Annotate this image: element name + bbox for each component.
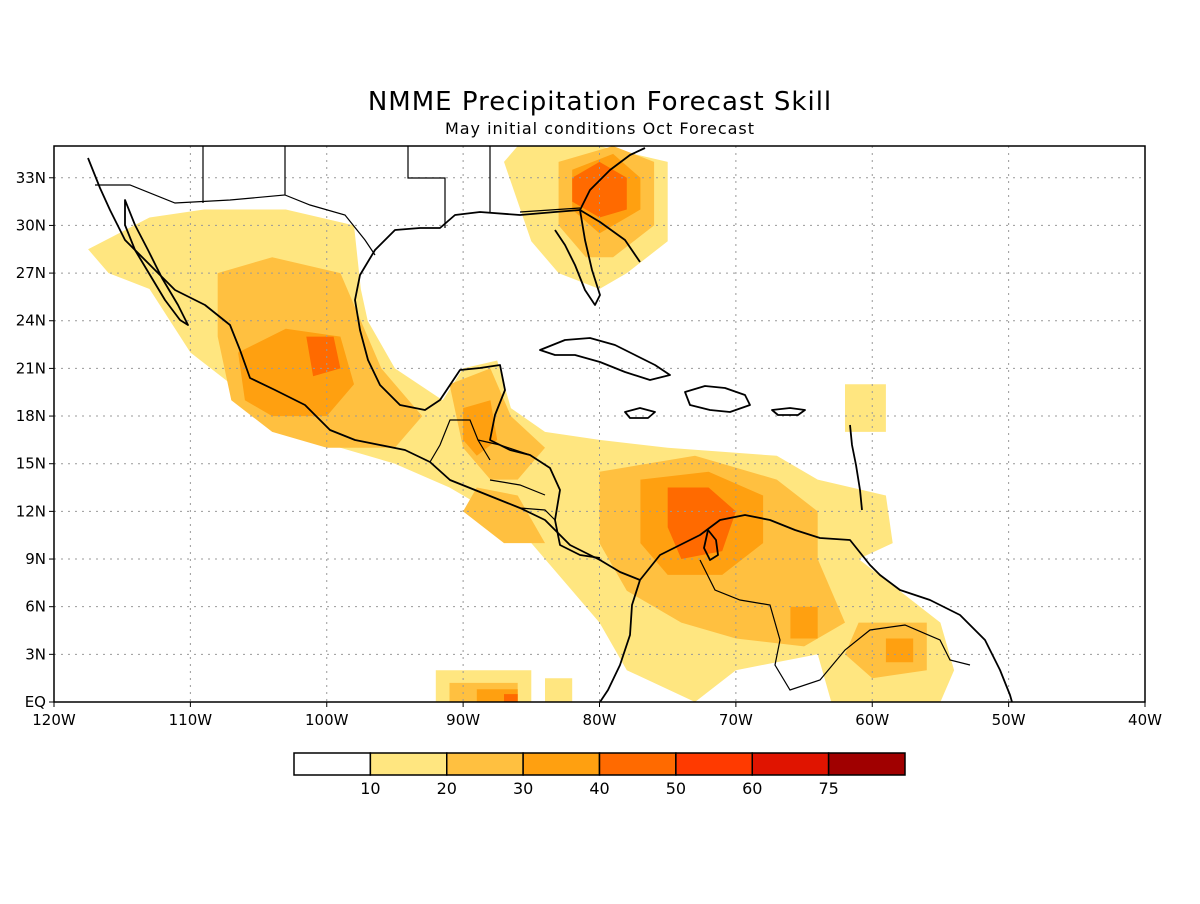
colorbar-swatch (369, 752, 448, 776)
colorbar-label: 20 (437, 779, 457, 798)
x-tick-label: 120W (32, 711, 76, 729)
border-us-states (202, 146, 581, 228)
x-tick-label: 70W (719, 711, 753, 729)
coastline-lesser-antilles (849, 424, 863, 511)
map-subtitle: May initial conditions Oct Forecast (445, 119, 755, 138)
coastline-mexico-pacific (87, 157, 641, 581)
skill-region-level-4 (504, 694, 518, 702)
y-tick-label: 24N (16, 312, 46, 330)
colorbar-swatch (827, 752, 906, 776)
x-tick-label: 40W (1128, 711, 1162, 729)
skill-region-level-4 (306, 336, 341, 377)
x-tick-label: 80W (583, 711, 617, 729)
map-title: NMME Precipitation Forecast Skill (368, 87, 832, 117)
coastline-cuba (539, 337, 671, 381)
coastline-colombia-pacific (599, 579, 641, 702)
axis-labels: 120W 110W 100W 90W 80W 70W 60W 50W 40W EQ 3N 6N 9N 12… (16, 169, 1162, 729)
colorbar-label: 40 (589, 779, 609, 798)
skill-region-level-3 (885, 638, 914, 663)
x-tick-label: 50W (992, 711, 1026, 729)
colorbar-label: 10 (360, 779, 380, 798)
colorbar-label: 60 (742, 779, 762, 798)
colorbar-label: 75 (818, 779, 838, 798)
gridlines (54, 146, 1145, 702)
y-tick-label: 21N (16, 359, 46, 377)
colorbar-swatch (522, 752, 601, 776)
y-tick-label: 33N (16, 169, 46, 187)
coastline-hispaniola (684, 385, 751, 413)
colorbar-swatch (751, 752, 830, 776)
colorbar-label: 50 (666, 779, 686, 798)
coastline-gulf (354, 209, 641, 559)
y-tick-label: 27N (16, 264, 46, 282)
border-central-america (429, 419, 556, 521)
colorbar-legend: 10 20 30 40 50 60 75 (293, 752, 906, 798)
coastline-baja (124, 199, 189, 326)
coastline-us-east (579, 147, 646, 211)
colorbar-swatch (675, 752, 753, 776)
y-tick-label: 6N (25, 598, 46, 616)
y-tick-label: 30N (16, 216, 46, 234)
y-tick-label: 12N (16, 502, 46, 520)
political-borders (95, 146, 971, 691)
skill-region-level-2 (463, 487, 545, 544)
coastline-south-america (639, 514, 1013, 702)
coastline-florida (554, 209, 601, 306)
colorbar-swatch (598, 752, 677, 776)
coastlines (87, 147, 1013, 702)
colorbar-label: 30 (513, 779, 533, 798)
coastline-puerto-rico (771, 407, 806, 416)
x-tick-label: 60W (855, 711, 889, 729)
coastline-jamaica (624, 407, 656, 419)
y-tick-label: 15N (16, 455, 46, 473)
skill-region-level-1 (545, 678, 573, 702)
y-tick-label: 3N (25, 645, 46, 663)
skill-region-level-3 (790, 606, 818, 639)
skill-region-level-1 (845, 384, 886, 432)
y-tick-label: 18N (16, 407, 46, 425)
skill-region-level-4 (667, 487, 736, 559)
colorbar-swatch (293, 752, 372, 776)
coastline-lake-maracaibo (703, 529, 719, 561)
x-tick-label: 90W (446, 711, 480, 729)
y-tick-label: EQ (25, 693, 46, 711)
x-tick-label: 110W (169, 711, 213, 729)
y-tick-label: 9N (25, 550, 46, 568)
border-south-america (699, 559, 971, 691)
x-tick-label: 100W (305, 711, 349, 729)
colorbar-swatch (446, 752, 524, 776)
skill-fill-layer (88, 146, 955, 702)
